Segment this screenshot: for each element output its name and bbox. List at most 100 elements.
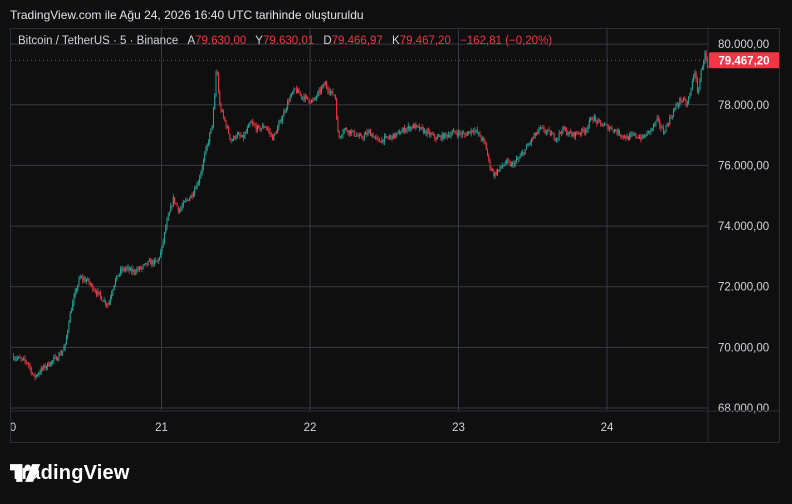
candle-body (297, 89, 299, 93)
candle-body (93, 290, 95, 291)
candle-body (220, 104, 222, 112)
candle-body (48, 362, 50, 367)
candle-body (548, 129, 550, 131)
candle-body (671, 116, 673, 118)
candle-body (230, 138, 232, 142)
candle-body (662, 127, 664, 134)
candle-body (43, 365, 45, 369)
close-label: K (392, 35, 400, 47)
candle-body (172, 197, 174, 207)
candle-body (691, 81, 693, 88)
candle-body (661, 127, 663, 129)
candle-body (708, 66, 710, 68)
candle-body (314, 97, 316, 99)
candle-body (688, 98, 690, 104)
candle-body (689, 93, 691, 99)
chart-caption: TradingView.com ile Ağu 24, 2026 16:40 U… (10, 8, 364, 22)
candle-body (370, 130, 372, 136)
candle-body (455, 132, 457, 134)
candle-body (600, 120, 602, 124)
price-chart[interactable]: 80.000,00 78.000,00 76.000,00 74.000,00 72.0… (11, 29, 780, 443)
candle-body (171, 206, 173, 207)
candle-body (54, 356, 56, 358)
candle-body (704, 51, 706, 62)
candle-body (112, 289, 114, 294)
candle-body (113, 285, 115, 290)
candle-body (388, 136, 390, 138)
open-value: 79.630,00 (195, 35, 247, 47)
candle-body (504, 163, 506, 166)
x-tick-label: 21 (155, 422, 168, 434)
candle-body (660, 125, 662, 129)
candle-body (108, 301, 110, 306)
candle-body (684, 98, 686, 101)
candle-body (89, 283, 91, 285)
candle-body (561, 132, 563, 134)
candle-body (410, 126, 412, 130)
candle-body (135, 272, 137, 274)
candle-body (376, 136, 378, 138)
candle-body (385, 136, 387, 138)
candle-body (355, 135, 357, 137)
candle-body (625, 137, 627, 139)
candle-body (142, 265, 144, 268)
candle-body (295, 88, 297, 93)
candle-body (156, 260, 158, 262)
candle-body (542, 127, 544, 129)
high-value: 79.630,01 (262, 35, 315, 47)
candle-body (432, 134, 434, 136)
candle-body (99, 292, 101, 297)
candle-body (67, 330, 69, 338)
candle-body (543, 128, 545, 132)
candle-body (79, 277, 81, 279)
candle-body (685, 100, 687, 105)
candle-body (228, 126, 230, 134)
candle-body (146, 262, 148, 265)
candle-body (258, 125, 260, 127)
candle-body (519, 156, 521, 158)
candle-body (557, 137, 559, 140)
candle-body (626, 136, 628, 139)
candle-body (148, 260, 150, 262)
candle-body (686, 103, 688, 105)
candle-body (210, 128, 212, 134)
candle-body (218, 73, 220, 93)
candle-body (421, 127, 423, 129)
candle-body (127, 267, 129, 269)
candle-body (392, 133, 394, 140)
candle-body (229, 133, 231, 139)
candle-body (536, 132, 538, 135)
candle-body (564, 129, 566, 131)
candle-body (239, 134, 241, 137)
candle-body (429, 131, 431, 136)
candle-body (639, 137, 641, 139)
candle-body (167, 215, 169, 221)
candle-body (451, 132, 453, 135)
candle-body (470, 130, 472, 134)
candle-body (160, 251, 162, 258)
candle-body (94, 290, 96, 292)
candle-body (176, 203, 178, 207)
candle-body (197, 182, 199, 184)
tradingview-logo[interactable]: TradingView (10, 462, 130, 485)
candle-body (630, 134, 632, 136)
candle-body (382, 139, 384, 143)
high-label: Y (255, 35, 263, 47)
candle-body (597, 120, 599, 124)
chart-panel[interactable]: 80.000,00 78.000,00 76.000,00 74.000,00 72.0… (10, 28, 780, 443)
candle-body (246, 127, 248, 132)
candle-body (215, 72, 217, 96)
candle-body (123, 268, 125, 271)
candle-body (280, 119, 282, 122)
candle-body (554, 139, 556, 141)
candle-body (74, 290, 76, 297)
candle-body (458, 131, 460, 136)
candle-body (26, 362, 28, 364)
candle-body (667, 124, 669, 125)
candle-body (338, 132, 340, 137)
candle-body (201, 167, 203, 173)
symbol-label[interactable]: Bitcoin / TetherUS · 5 · Binance (18, 35, 179, 47)
candle-body (336, 98, 338, 119)
candle-body (473, 131, 475, 133)
candle-body (419, 126, 421, 130)
